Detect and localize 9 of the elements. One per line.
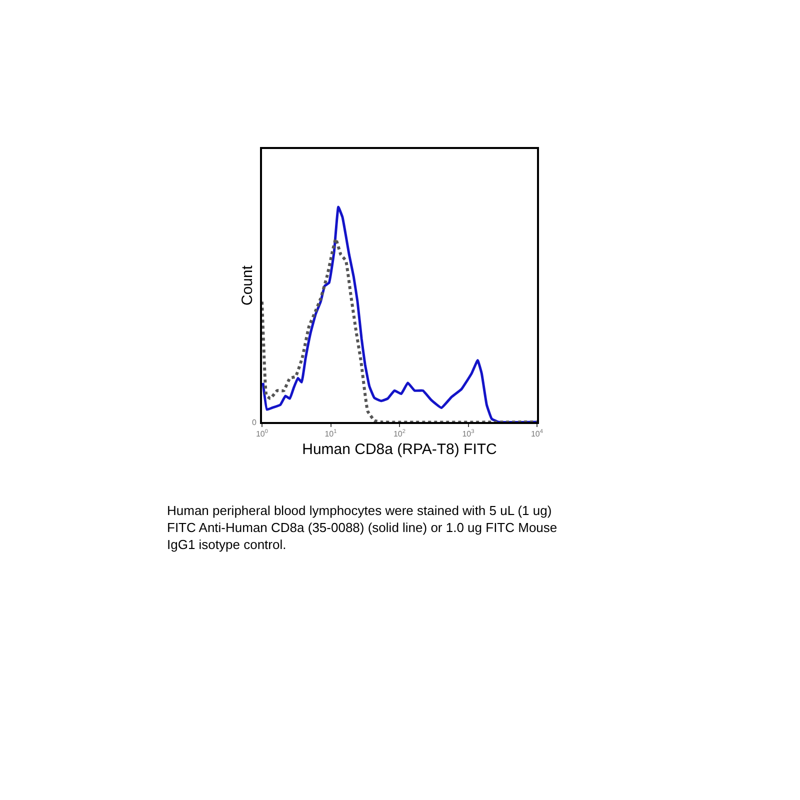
- y-axis-title: Count: [238, 264, 256, 306]
- x-tick-label: 10$^{1}$: [324, 429, 337, 439]
- x-axis-title: Human CD8a (RPA-T8) FITC: [302, 441, 498, 458]
- x-tick-label: 10$^{3}$: [462, 429, 474, 439]
- x-tick-label: 10$^{0}$: [256, 429, 268, 439]
- x-tick-label: 10$^{2}$: [393, 429, 406, 439]
- text: 0: [252, 418, 257, 427]
- text: Human peripheral blood lymphocytes were stained with 5 uL (1 ug) FITC Anti-Human CD8a (35-0088) (solid line) or 1.0 ug FITC Mouse IgG1 isotype control.: [167, 503, 558, 552]
- x-tick-label: 10$^{4}$: [530, 429, 544, 439]
